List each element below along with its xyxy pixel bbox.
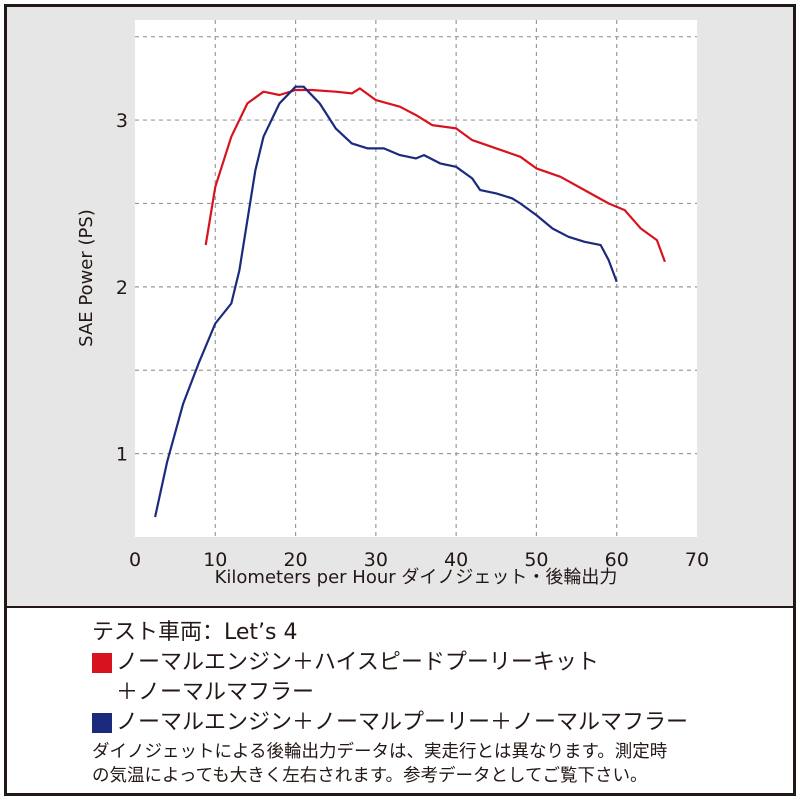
note: ダイノジェットによる後輪出力データは、実走行とは異なります。測定時 の気温によって… <box>92 740 782 788</box>
x-tick-label: 50 <box>524 549 548 571</box>
y-tick-label: 3 <box>116 110 128 132</box>
x-tick-label: 20 <box>283 549 307 571</box>
x-tick-label: 10 <box>203 549 227 571</box>
legend-swatch <box>92 653 112 673</box>
plot-area <box>135 20 697 537</box>
series-line <box>154 85 618 518</box>
x-tick-label: 60 <box>605 549 629 571</box>
legend-item: ノーマルエンジン＋ノーマルプーリー＋ノーマルマフラー <box>92 708 782 738</box>
x-tick-label: 30 <box>364 549 388 571</box>
note-line: ダイノジェットによる後輪出力データは、実走行とは異なります。測定時 <box>92 742 668 762</box>
x-axis-label: Kilometers per Hour ダイノジェット・後輪出力 <box>215 567 618 588</box>
legend-title: テスト車両：Let’s 4 <box>92 620 298 645</box>
legend-label: ノーマルエンジン＋ノーマルプーリー＋ノーマルマフラー <box>116 710 689 735</box>
legend-item: ノーマルエンジン＋ハイスピードプーリーキット ＋ノーマルマフラー <box>92 648 782 708</box>
x-tick-label: 70 <box>685 549 709 571</box>
y-axis-label: SAE Power (PS) <box>76 209 97 347</box>
x-tick-label: 40 <box>444 549 468 571</box>
series-line <box>204 87 666 263</box>
legend-label: ノーマルエンジン＋ハイスピードプーリーキット ＋ノーマルマフラー <box>116 650 599 705</box>
x-tick-label: 0 <box>129 549 141 571</box>
legend-swatch <box>92 713 112 733</box>
legend: テスト車両：Let’s 4 ノーマルエンジン＋ハイスピードプーリーキット ＋ノー… <box>92 618 782 788</box>
y-tick-label: 1 <box>116 444 128 466</box>
note-line: の気温によっても大きく左右されます。参考データとしてご覧下さい。 <box>92 766 648 786</box>
y-tick-label: 2 <box>116 277 128 299</box>
